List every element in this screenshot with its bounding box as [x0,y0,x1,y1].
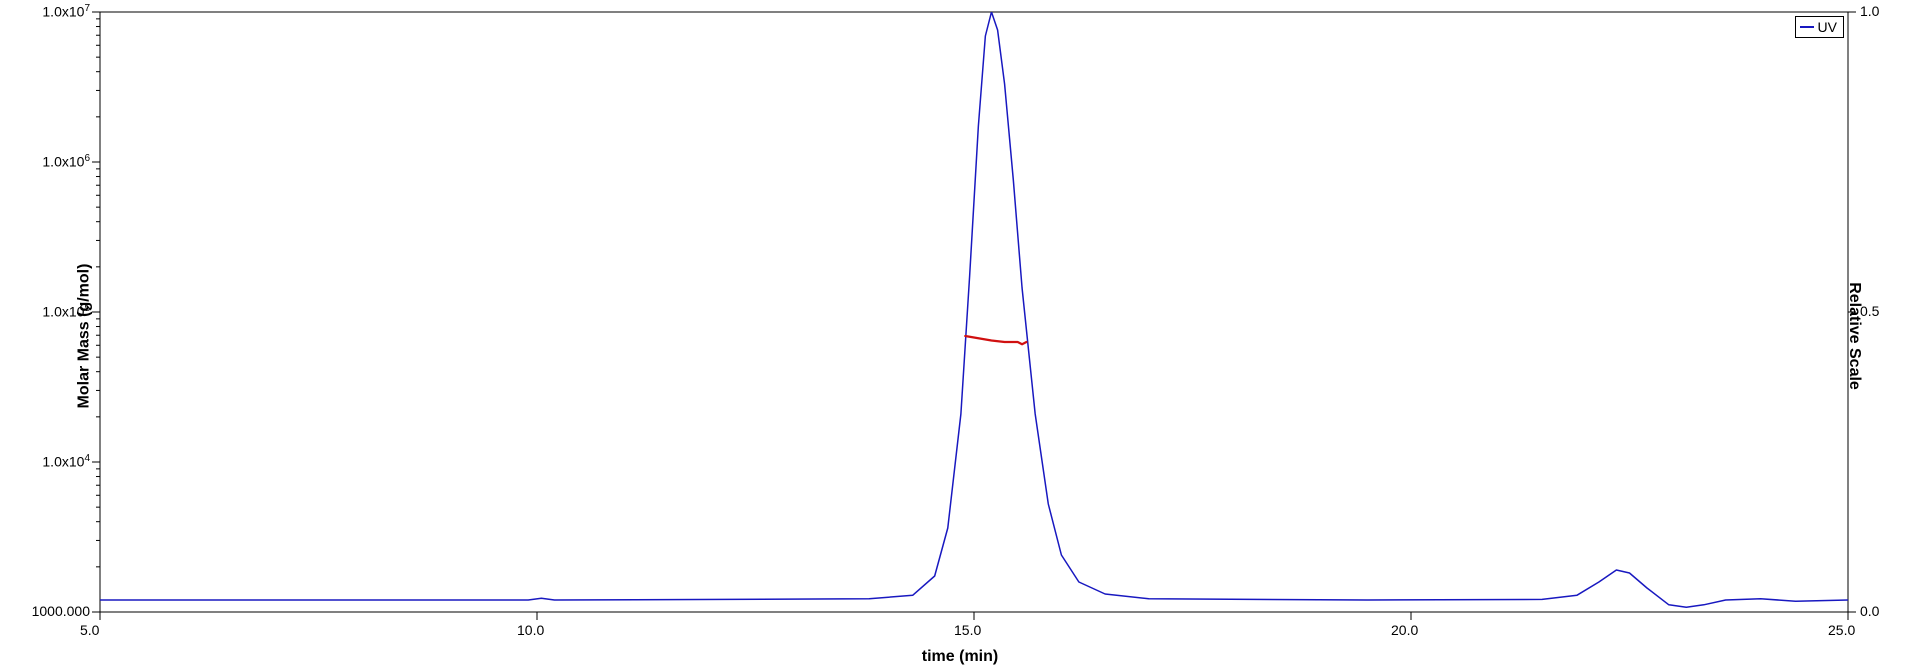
y1-tick-label: 1.0x104 [42,453,90,470]
x-tick-label: 20.0 [1391,622,1418,638]
x-tick-label: 15.0 [954,622,981,638]
y2-tick-label: 0.5 [1860,303,1879,319]
legend-swatch [1800,26,1814,28]
y2-axis-label: Relative Scale [1845,282,1863,390]
y1-tick-label: 1000.000 [32,603,90,619]
x-axis-label: time (min) [922,648,998,666]
y1-tick-label: 1.0x107 [42,3,90,20]
y1-axis-label: Molar Mass (g/mol) [75,264,93,409]
legend-label: UV [1818,19,1837,35]
chromatogram-chart: Molar Mass (g/mol) Relative Scale time (… [0,0,1920,672]
plot-svg [0,0,1920,672]
y1-tick-label: 1.0x105 [42,303,90,320]
x-tick-label: 25.0 [1828,622,1855,638]
y2-tick-label: 0.0 [1860,603,1879,619]
legend: UV [1795,16,1844,38]
y1-tick-label: 1.0x106 [42,153,90,170]
x-tick-label: 5.0 [80,622,99,638]
x-tick-label: 10.0 [517,622,544,638]
y2-tick-label: 1.0 [1860,3,1879,19]
